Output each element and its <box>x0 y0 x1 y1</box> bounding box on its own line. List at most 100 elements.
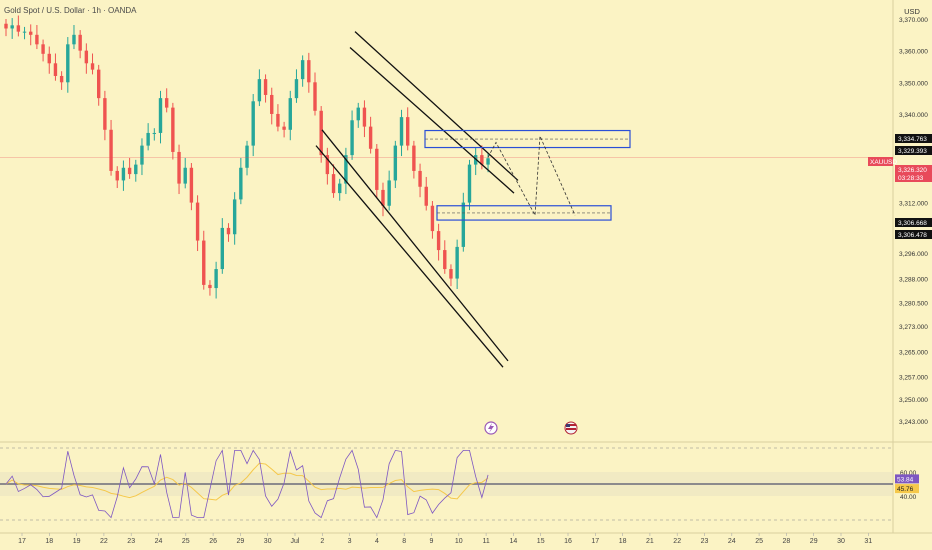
candle-body <box>16 25 21 32</box>
candle-body <box>282 126 286 130</box>
candle-body <box>467 164 472 203</box>
price-badge-label: XAUUSD <box>870 159 897 166</box>
candle-body <box>90 63 95 70</box>
candle-body <box>183 167 187 184</box>
candle-body <box>455 246 459 279</box>
candle-body <box>146 132 150 146</box>
projection-path <box>487 135 576 217</box>
rsi-badge <box>895 484 919 494</box>
candle-body <box>152 132 157 134</box>
candle-body <box>115 170 119 181</box>
time-tick-label: 26 <box>209 538 217 545</box>
time-tick-label: 9 <box>430 538 434 545</box>
time-tick-label: 4 <box>375 538 379 545</box>
candle-body <box>78 34 82 51</box>
candle-body <box>127 167 132 175</box>
time-tick-label: 19 <box>73 538 81 545</box>
candle-body <box>436 231 441 251</box>
candle-body <box>393 145 398 181</box>
channel-upper-line-1 <box>354 31 519 181</box>
candle-body <box>300 60 305 80</box>
time-tick-label: 18 <box>45 538 53 545</box>
candle-body <box>47 53 51 64</box>
price-badge <box>895 173 932 182</box>
rsi-axis-label: 60.00 <box>900 470 917 477</box>
price-tick-label: 3,350.000 <box>899 80 928 87</box>
candle-body <box>109 129 113 171</box>
time-tick-label: 30 <box>264 538 272 545</box>
candle-body <box>214 269 218 289</box>
candle-body <box>208 284 212 289</box>
candle-body <box>338 183 342 194</box>
price-badge <box>868 157 893 166</box>
candle-body <box>121 167 126 181</box>
price-badge <box>895 218 932 227</box>
us-flag-icon-stripe <box>566 428 576 430</box>
time-tick-label: 29 <box>237 538 245 545</box>
candle-body <box>276 113 280 127</box>
candle-body <box>66 44 70 83</box>
time-tick-label: 16 <box>564 538 572 545</box>
candle-body <box>195 202 200 241</box>
price-badge <box>895 134 932 143</box>
candle-body <box>319 110 323 156</box>
price-tick-label: 3,257.000 <box>899 375 928 382</box>
time-tick-label: 24 <box>155 538 163 545</box>
rsi-ma-line <box>5 462 489 501</box>
time-tick-label: 31 <box>864 538 872 545</box>
candle-body <box>189 167 194 203</box>
time-tick-label: 25 <box>755 538 763 545</box>
rsi-badge-label: 53.84 <box>897 476 914 483</box>
candle-body <box>72 34 76 45</box>
candle-body <box>245 145 249 168</box>
price-badge-label: 3,326.320 <box>898 167 927 174</box>
candle-body <box>350 120 354 156</box>
candle-body <box>103 98 107 130</box>
candle-body <box>399 117 404 146</box>
time-tick-label: 14 <box>510 538 518 545</box>
price-tick-label: 3,288.000 <box>899 277 928 284</box>
candle-body <box>158 98 163 133</box>
candle-body <box>270 94 274 114</box>
price-badge <box>895 230 932 239</box>
candle-body <box>461 202 466 247</box>
candle-body <box>140 145 144 165</box>
flash-icon <box>484 421 498 435</box>
price-tick-label: 3,250.000 <box>899 397 928 404</box>
price-tick-label: 3,370.000 <box>899 17 928 24</box>
candle-body <box>97 69 101 99</box>
rsi-badge <box>895 474 919 484</box>
time-tick-label: 11 <box>482 538 489 545</box>
symbol-title: Gold Spot / U.S. Dollar · 1h · OANDA <box>4 6 137 15</box>
candle-body <box>387 180 391 206</box>
us-flag-icon-stripe <box>566 424 576 426</box>
flash-icon-bolt <box>488 423 494 433</box>
candle-body <box>202 240 206 285</box>
candle-body <box>59 75 64 83</box>
candle-body <box>257 79 262 102</box>
candle-body <box>10 25 14 29</box>
channel-lower-line-2 <box>315 145 504 368</box>
candle-body <box>313 82 317 111</box>
candle-body <box>325 155 330 175</box>
us-flag-icon-canton <box>566 424 570 427</box>
candle-body <box>480 155 484 165</box>
candle-body <box>430 205 435 232</box>
candle-body <box>412 145 416 171</box>
time-tick-label: 8 <box>402 538 406 545</box>
price-tick-label: 3,243.000 <box>899 419 928 426</box>
candle-body <box>41 44 45 54</box>
candle-body <box>220 227 224 270</box>
candle-body <box>288 98 292 130</box>
candle-body <box>486 158 490 165</box>
price-badge-label: 3,306.668 <box>898 220 927 227</box>
candle-body <box>356 107 360 121</box>
time-tick-label: 17 <box>591 538 599 545</box>
price-tick-label: 3,360.000 <box>899 49 928 56</box>
time-tick-label: 30 <box>837 538 845 545</box>
candle-body <box>164 98 169 108</box>
price-badge-label: 3,329.393 <box>898 148 927 155</box>
rsi-line <box>5 449 489 519</box>
